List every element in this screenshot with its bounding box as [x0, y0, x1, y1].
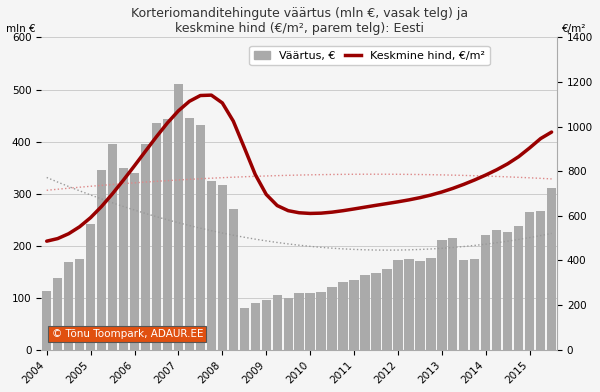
Bar — [239, 308, 249, 350]
Bar — [525, 212, 535, 350]
Bar — [130, 173, 139, 350]
Bar — [448, 238, 457, 350]
Bar — [295, 294, 304, 350]
Bar — [503, 232, 512, 350]
Bar — [163, 119, 172, 350]
Bar — [97, 170, 106, 350]
Bar — [415, 261, 425, 350]
Bar — [426, 258, 436, 350]
Bar — [481, 235, 490, 350]
Title: Korteriomanditehingute väärtus (mln €, vasak telg) ja
keskmine hind (€/m², parem: Korteriomanditehingute väärtus (mln €, v… — [131, 7, 468, 35]
Bar — [459, 260, 469, 350]
Bar — [251, 303, 260, 350]
Text: mln €: mln € — [7, 24, 36, 34]
Bar — [86, 224, 95, 350]
Bar — [437, 240, 446, 350]
Bar — [196, 125, 205, 350]
Bar — [536, 211, 545, 350]
Bar — [338, 282, 348, 350]
Bar — [108, 143, 117, 350]
Text: © Tõnu Toompark, ADAUR.EE: © Tõnu Toompark, ADAUR.EE — [52, 329, 203, 339]
Bar — [141, 144, 150, 350]
Bar — [371, 272, 380, 350]
Bar — [174, 84, 183, 350]
Bar — [53, 278, 62, 350]
Bar — [229, 209, 238, 350]
Bar — [404, 259, 413, 350]
Bar — [262, 300, 271, 350]
Bar — [305, 294, 315, 350]
Legend: Väärtus, €, Keskmine hind, €/m²: Väärtus, €, Keskmine hind, €/m² — [250, 46, 490, 65]
Bar — [75, 259, 84, 350]
Bar — [514, 226, 523, 350]
Bar — [64, 262, 73, 350]
Bar — [185, 118, 194, 350]
Bar — [328, 287, 337, 350]
Bar — [470, 259, 479, 350]
Bar — [206, 181, 216, 350]
Bar — [119, 167, 128, 350]
Bar — [284, 298, 293, 350]
Bar — [316, 292, 326, 350]
Bar — [218, 185, 227, 350]
Bar — [361, 275, 370, 350]
Bar — [492, 230, 502, 350]
Bar — [152, 123, 161, 350]
Bar — [393, 260, 403, 350]
Text: €/m²: €/m² — [562, 24, 587, 34]
Bar — [382, 269, 392, 350]
Bar — [272, 295, 282, 350]
Bar — [42, 291, 52, 350]
Bar — [547, 188, 556, 350]
Bar — [349, 280, 359, 350]
